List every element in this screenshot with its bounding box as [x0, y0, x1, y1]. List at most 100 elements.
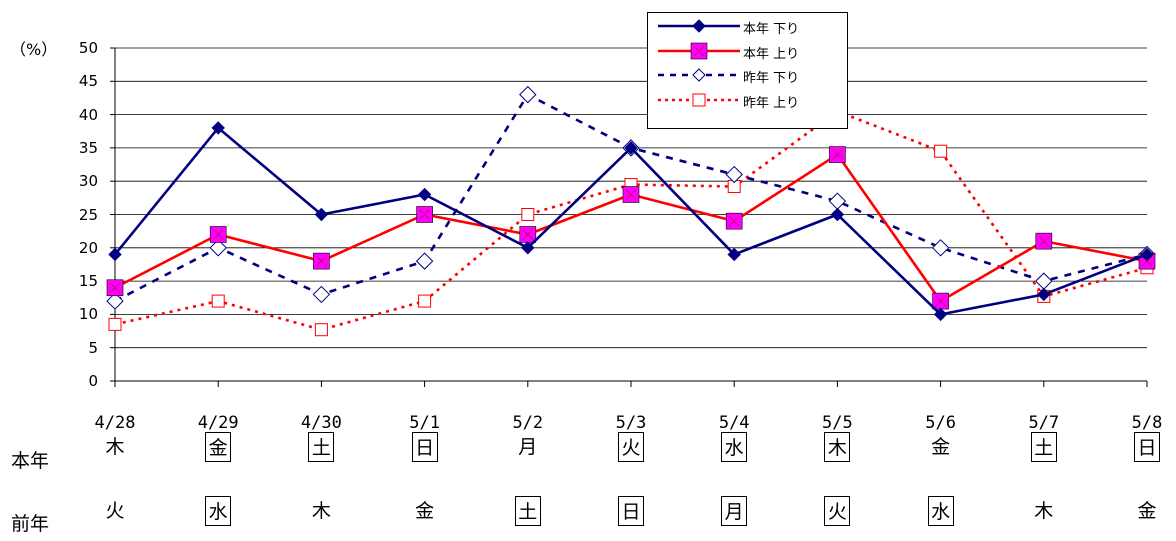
data-point-cross — [1038, 235, 1050, 247]
legend-item-last-year-down: 昨年 下り — [648, 64, 847, 88]
data-point — [828, 192, 847, 210]
data-point — [934, 144, 948, 158]
data-point — [211, 121, 225, 135]
legend-label: 昨年 下り — [743, 71, 800, 86]
weekday-this-year: 日 — [411, 432, 438, 462]
data-point — [108, 247, 122, 262]
data-point-cross — [935, 295, 947, 307]
x-tick-label: 5/1 — [409, 413, 440, 433]
data-point-cross — [831, 149, 843, 160]
data-point — [830, 207, 845, 222]
weekday-last-year: 木 — [311, 500, 331, 522]
data-point — [415, 252, 434, 270]
x-tick-label: 5/6 — [925, 413, 956, 433]
data-point — [108, 317, 122, 331]
weekday-last-year: 火 — [824, 496, 851, 526]
y-tick-label: 5 — [88, 338, 98, 357]
data-point — [211, 294, 225, 308]
series-3 — [108, 104, 1154, 337]
data-point — [931, 239, 950, 257]
x-tick-label: 5/7 — [1028, 413, 1060, 433]
data-point — [314, 323, 328, 337]
y-tick-label: 0 — [88, 372, 98, 390]
y-tick-label: 10 — [78, 305, 98, 324]
legend-item-this-year-down: 本年 下り — [648, 15, 847, 39]
weekday-this-year: 日 — [1134, 432, 1160, 462]
row-label-this-year: 本年 — [11, 450, 50, 472]
data-point — [521, 208, 535, 221]
x-tick-label: 4/29 — [197, 413, 239, 433]
row-label-last-year: 前年 — [11, 513, 50, 535]
weekday-last-year: 土 — [514, 496, 541, 526]
x-tick-label: 5/8 — [1131, 413, 1163, 433]
legend-swatch-this-year-down — [658, 19, 740, 33]
legend-swatch-this-year-up — [658, 42, 740, 60]
legend-swatch-last-year-up — [658, 93, 740, 107]
weekday-this-year: 月 — [518, 436, 538, 458]
data-point-cross — [315, 255, 327, 267]
x-tick-label: 5/5 — [822, 413, 853, 433]
legend: 本年 下り 本年 上り 昨年 下り 昨年 上り — [647, 12, 848, 129]
weekday-last-year: 火 — [105, 500, 125, 522]
weekday-this-year: 土 — [1030, 432, 1057, 462]
x-tick-label: 4/30 — [300, 413, 342, 433]
legend-item-last-year-up: 昨年 上り — [648, 89, 847, 113]
y-tick-label: 30 — [78, 172, 98, 191]
weekday-last-year: 月 — [721, 496, 748, 526]
data-point — [1140, 247, 1154, 262]
data-point-cross — [625, 189, 637, 200]
data-point — [209, 239, 227, 257]
y-tick-label: 20 — [78, 238, 98, 257]
data-point — [314, 207, 329, 222]
y-axis-unit-label: （%） — [10, 40, 58, 59]
data-point-cross — [728, 215, 740, 227]
x-tick-label: 5/3 — [615, 413, 647, 433]
series-layer — [106, 85, 1156, 337]
y-tick-label: 40 — [78, 105, 98, 124]
y-tick-label: 50 — [78, 39, 98, 57]
legend-label: 昨年 上り — [743, 96, 800, 111]
legend-item-this-year-up: 本年 上り — [648, 40, 847, 64]
data-point — [106, 292, 124, 310]
y-tick-label: 35 — [78, 138, 98, 157]
data-point — [1035, 272, 1053, 290]
data-point — [521, 241, 535, 255]
series-0 — [108, 121, 1154, 322]
legend-label: 本年 下り — [743, 22, 800, 37]
weekday-this-year: 金 — [931, 436, 951, 458]
data-point — [519, 85, 537, 104]
data-point — [1037, 287, 1051, 302]
axes — [110, 47, 1148, 387]
weekday-this-year: 土 — [308, 432, 335, 462]
data-point — [727, 247, 741, 262]
legend-swatch-last-year-down — [658, 68, 740, 82]
weekday-last-year: 日 — [618, 496, 644, 526]
y-tick-label: 45 — [78, 72, 98, 91]
weekday-last-year: 木 — [1034, 500, 1054, 522]
y-tick-label: 15 — [78, 272, 98, 291]
weekday-this-year: 木 — [105, 436, 125, 458]
data-point — [624, 141, 638, 155]
data-point-cross — [419, 209, 431, 220]
weekday-last-year: 金 — [1137, 500, 1157, 522]
series-line — [114, 153, 1148, 303]
data-point — [418, 294, 432, 308]
data-point-cross — [109, 282, 121, 294]
data-point — [725, 165, 743, 184]
weekday-last-year: 水 — [205, 496, 232, 526]
x-tick-label: 4/28 — [94, 413, 136, 433]
x-tick-label: 5/2 — [512, 413, 544, 433]
weekday-last-year: 金 — [415, 500, 435, 522]
series-1 — [106, 146, 1156, 310]
data-point-cross — [522, 229, 534, 240]
y-tick-label: 25 — [78, 205, 98, 224]
x-tick-label: 5/4 — [718, 413, 750, 433]
legend-label: 本年 上り — [743, 47, 800, 62]
weekday-this-year: 火 — [618, 432, 644, 462]
data-point — [933, 307, 948, 322]
weekday-this-year: 水 — [721, 432, 748, 462]
data-point — [417, 187, 432, 202]
weekday-this-year: 木 — [824, 432, 851, 462]
weekday-last-year: 水 — [927, 496, 954, 526]
